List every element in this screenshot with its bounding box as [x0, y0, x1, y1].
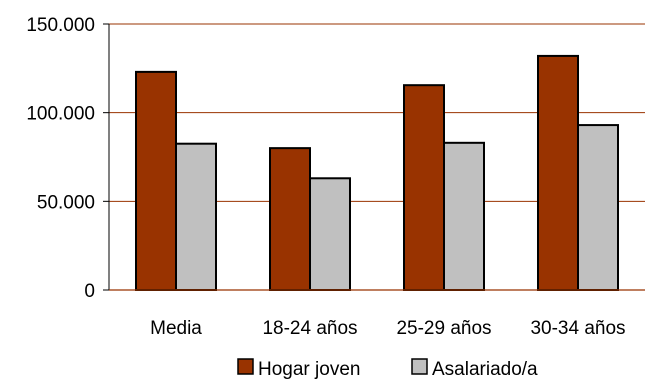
bar-hogar-joven-25-29-a-os [403, 84, 445, 292]
y-tick-label: 50.000 [37, 192, 95, 213]
bar-asalariado-a-media [175, 142, 217, 291]
bar-hogar-joven-30-34-a-os [537, 54, 579, 291]
legend-label: Asalariado/a [432, 359, 538, 380]
legend-swatch-asalariado-a [411, 358, 428, 375]
legend-swatch-hogar-joven [237, 358, 254, 375]
x-category-label: Media [150, 318, 202, 339]
y-tick-labels: 0 50.000 100.000 150.000 [26, 15, 109, 302]
bar-asalariado-a-25-29-a-os [443, 141, 485, 291]
legend-label: Hogar joven [258, 359, 360, 380]
x-category-label: 30-34 años [530, 318, 625, 339]
x-category-labels: Media 18-24 años 25-29 años 30-34 años [150, 318, 625, 339]
bar-asalariado-a-18-24-a-os [309, 177, 351, 291]
legend: Hogar joven Asalariado/a [237, 358, 538, 380]
bar-asalariado-a-30-34-a-os [577, 124, 619, 291]
y-tick-label: 150.000 [26, 15, 95, 36]
y-tick-label: 0 [84, 281, 95, 302]
bars [135, 54, 619, 292]
bar-hogar-joven-media [135, 70, 177, 291]
y-tick-label: 100.000 [26, 104, 95, 125]
x-category-label: 18-24 años [262, 318, 357, 339]
axes [108, 24, 645, 291]
x-category-label: 25-29 años [396, 318, 491, 339]
bar-hogar-joven-18-24-a-os [269, 147, 311, 291]
